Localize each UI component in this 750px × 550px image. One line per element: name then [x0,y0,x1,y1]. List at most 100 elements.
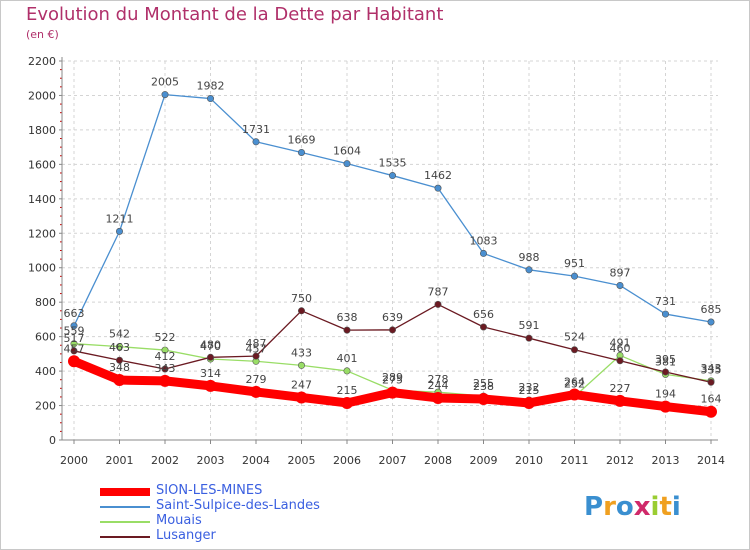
chart-title: Evolution du Montant de la Dette par Hab… [26,4,444,25]
series-point-0 [386,386,399,399]
series-point-0 [568,388,581,401]
data-label: 656 [473,308,494,321]
series-point-1 [116,227,124,235]
data-label: 264 [564,376,585,389]
series-point-0 [477,392,490,405]
data-label: 457 [246,342,267,355]
series-point-2 [70,340,78,348]
data-label: 517 [64,332,85,345]
data-label: 463 [109,341,130,354]
series-point-0 [432,391,444,404]
series-lines [68,91,717,418]
data-label: 343 [155,362,176,375]
series-point-3 [343,326,351,334]
data-label: 460 [610,342,631,355]
data-label: 1462 [424,169,452,182]
legend-swatch [100,536,150,538]
y-tick-label: 0 [49,434,56,447]
y-tick-label: 600 [35,331,56,344]
series-point-3 [388,326,396,334]
x-tick-label: 2012 [606,454,634,467]
legend-swatch [100,506,150,508]
x-tick-label: 2001 [106,454,134,467]
y-tick-label: 1800 [28,124,56,137]
series-point-3 [207,353,215,361]
series-point-0 [113,374,126,387]
data-label: 433 [291,346,312,359]
data-label: 639 [382,311,403,324]
y-tick-label: 800 [35,296,56,309]
x-tick-label: 2002 [151,454,179,467]
series-point-3 [479,323,487,331]
data-labels: 457 348 343 314 279 247 215 275 244 238 215 264 227 1… [64,76,722,406]
legend-label: Lusanger [156,528,216,543]
legend-swatch [100,488,150,496]
y-tick-label: 1000 [28,262,56,275]
series-point-1 [707,318,715,326]
x-tick-label: 2007 [379,454,407,467]
data-label: 289 [382,371,403,384]
x-tick-label: 2000 [60,454,88,467]
data-label: 255 [473,377,494,390]
data-label: 480 [200,338,221,351]
data-label: 401 [337,352,358,365]
data-label: 685 [701,303,722,316]
x-tick-label: 2006 [333,454,361,467]
series-point-1 [434,184,442,192]
data-label: 1982 [197,80,225,93]
data-label: 227 [610,382,631,395]
x-tick-label: 2010 [515,454,543,467]
data-label: 2005 [151,76,179,89]
data-label: 164 [701,393,722,406]
data-label: 1535 [379,157,407,170]
y-tick-label: 200 [35,400,56,413]
series-point-3 [707,378,715,386]
series-point-1 [661,310,669,318]
data-label: 457 [64,342,85,355]
y-tick-label: 400 [35,365,56,378]
data-label: 663 [64,307,85,320]
series-point-3 [116,356,124,364]
data-label: 215 [337,384,358,397]
data-label: 951 [564,257,585,270]
data-label: 252 [564,378,585,391]
svg-text:Proxiti: Proxiti [584,492,681,522]
series-point-0 [68,355,80,368]
data-label: 278 [428,373,449,386]
series-point-0 [659,400,672,413]
series-point-1 [525,266,533,274]
series-point-1 [207,95,215,103]
data-label: 244 [428,379,449,392]
data-label: 559 [64,325,85,338]
series-point-1 [388,172,396,180]
series-point-0 [341,396,353,409]
series-point-2 [297,361,305,369]
legend-label: Mouais [156,513,202,528]
legend-swatch [100,521,150,523]
series-point-3 [525,334,533,342]
series-point-2 [343,367,351,375]
series-point-1 [297,148,305,156]
y-tick-label: 2200 [28,55,56,68]
data-label: 247 [291,378,312,391]
data-label: 522 [155,331,176,344]
x-tick-label: 2005 [288,454,316,467]
y-tick-label: 1200 [28,227,56,240]
series-point-2 [161,346,169,354]
data-label: 787 [428,285,449,298]
data-label: 381 [655,355,676,368]
series-point-0 [705,405,717,418]
y-tick-label: 1400 [28,193,56,206]
axes: 0 200 400 600 800 1000 1200 1400 1600 1800 2000 220… [28,55,725,467]
series-point-3 [570,346,578,354]
data-label: 988 [519,251,540,264]
data-label: 395 [655,353,676,366]
data-label: 335 [701,363,722,376]
series-point-0 [159,374,171,387]
data-label: 897 [610,266,631,279]
series-point-3 [661,368,669,376]
series-point-1 [161,91,169,99]
series-point-1 [343,160,351,168]
